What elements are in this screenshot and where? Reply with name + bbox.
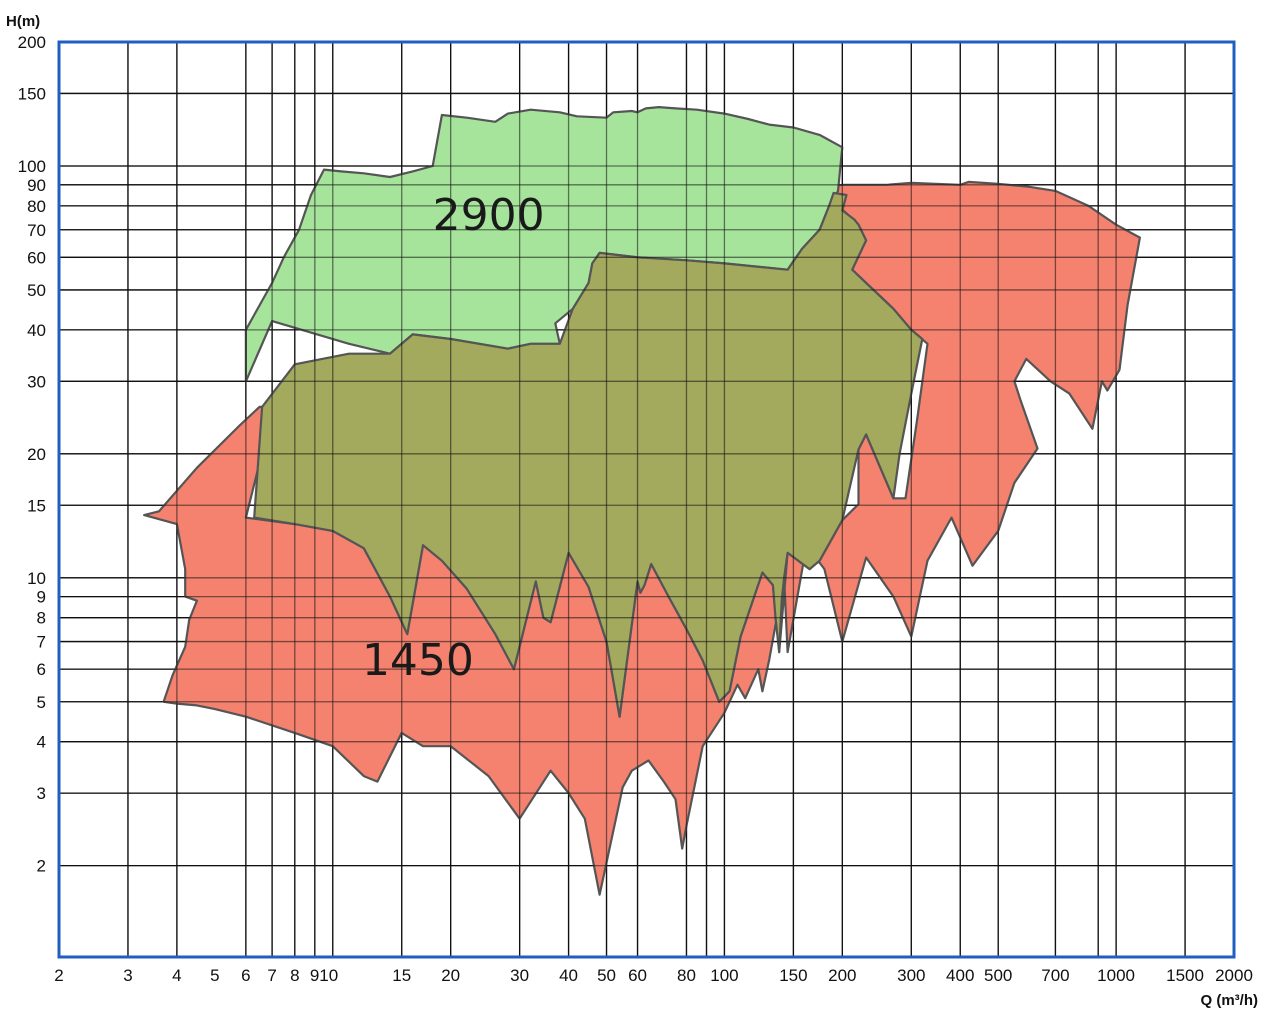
x-tick-label: 2 <box>54 966 63 985</box>
y-tick-label: 5 <box>37 693 46 712</box>
y-tick-label: 8 <box>37 609 46 628</box>
plot-frame <box>57 40 1236 959</box>
y-tick-label: 60 <box>27 248 46 267</box>
y-tick-label: 7 <box>37 633 46 652</box>
y-tick-label: 90 <box>27 176 46 195</box>
y-tick-label: 40 <box>27 321 46 340</box>
x-tick-label: 4 <box>172 966 181 985</box>
x-tick-label: 50 <box>597 966 616 985</box>
region-label-1450: 1450 <box>362 635 474 686</box>
y-axis-title: H(m) <box>6 13 40 30</box>
x-tick-label: 500 <box>984 966 1012 985</box>
x-tick-label: 1000 <box>1097 966 1135 985</box>
x-tick-label: 6 <box>241 966 250 985</box>
y-tick-label: 15 <box>27 496 46 515</box>
x-tick-label: 40 <box>559 966 578 985</box>
x-tick-label: 910 <box>310 966 338 985</box>
x-tick-label: 3 <box>123 966 132 985</box>
x-tick-label: 150 <box>779 966 807 985</box>
x-tick-label: 100 <box>710 966 738 985</box>
y-tick-label: 4 <box>37 733 46 752</box>
y-tick-label: 2 <box>37 857 46 876</box>
x-tick-label: 30 <box>510 966 529 985</box>
y-tick-label: 20 <box>27 445 46 464</box>
x-tick-label: 300 <box>897 966 925 985</box>
y-tick-label: 150 <box>18 84 46 103</box>
grid-overlay-layer <box>59 42 1234 957</box>
y-tick-label: 50 <box>27 281 46 300</box>
y-tick-label: 100 <box>18 157 46 176</box>
x-tick-label: 2000 <box>1215 966 1253 985</box>
x-tick-label: 400 <box>946 966 974 985</box>
x-tick-label: 200 <box>828 966 856 985</box>
region-label-2900: 2900 <box>433 190 545 241</box>
region-layer <box>143 106 1141 896</box>
y-tick-label: 30 <box>27 372 46 391</box>
y-tick-label: 80 <box>27 197 46 216</box>
y-tick-label: 6 <box>37 660 46 679</box>
x-tick-label: 1500 <box>1166 966 1204 985</box>
x-axis-title: Q (m³/h) <box>1201 992 1259 1009</box>
y-tick-label: 10 <box>27 569 46 588</box>
y-tick-label: 3 <box>37 784 46 803</box>
operating-region-overlap <box>253 191 924 718</box>
x-tick-label: 700 <box>1041 966 1069 985</box>
y-tick-label: 9 <box>37 588 46 607</box>
x-tick-label: 7 <box>267 966 276 985</box>
y-tick-label: 200 <box>18 33 46 52</box>
x-tick-label: 5 <box>210 966 219 985</box>
operating-region-2900 <box>244 106 844 383</box>
x-tick-label: 8 <box>290 966 299 985</box>
x-tick-label: 15 <box>392 966 411 985</box>
x-tick-label: 80 <box>677 966 696 985</box>
y-tick-label: 70 <box>27 221 46 240</box>
x-tick-label: 60 <box>628 966 647 985</box>
x-tick-label: 20 <box>441 966 460 985</box>
